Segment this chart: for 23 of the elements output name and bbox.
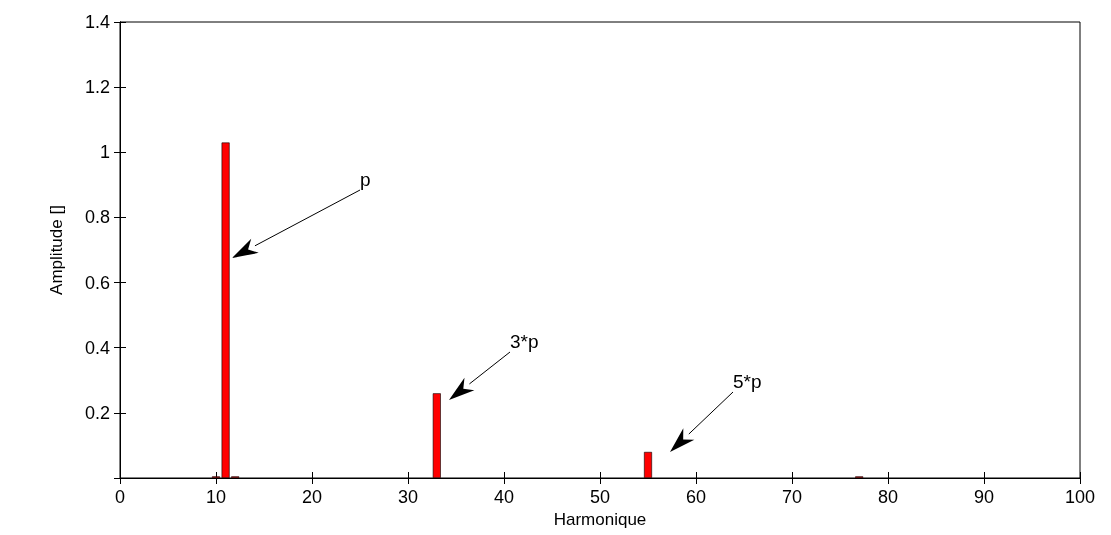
y-axis-title: Amplitude [] <box>47 205 66 295</box>
annotation: 3*p <box>510 331 539 352</box>
y-tick-label: 0.2 <box>84 402 110 423</box>
y-tick-label: 0.6 <box>84 272 110 293</box>
x-tick-label: 0 <box>114 487 126 507</box>
annotation: p <box>360 169 371 190</box>
x-tick-label: 50 <box>589 487 611 507</box>
x-tick-label: 60 <box>685 487 707 507</box>
x-tick-label: 80 <box>877 487 899 507</box>
y-tick-label: 1.2 <box>84 77 110 98</box>
y-tick-label: 0.8 <box>84 207 110 228</box>
x-tick-label: 30 <box>397 487 419 507</box>
x-tick-label: 20 <box>301 487 323 507</box>
x-axis-title: Harmonique <box>553 509 647 529</box>
y-tick-label: 1 <box>99 142 110 163</box>
x-tick-label: 90 <box>973 487 995 507</box>
y-tick-label: 0.4 <box>84 337 110 358</box>
x-tick-label: 70 <box>781 487 803 507</box>
annotation: 5*p <box>733 371 762 392</box>
y-tick-label: 1.4 <box>84 12 110 32</box>
x-tick-label: 100 <box>1064 487 1096 507</box>
x-tick-label: 40 <box>493 487 515 507</box>
x-tick-label: 10 <box>205 487 227 507</box>
